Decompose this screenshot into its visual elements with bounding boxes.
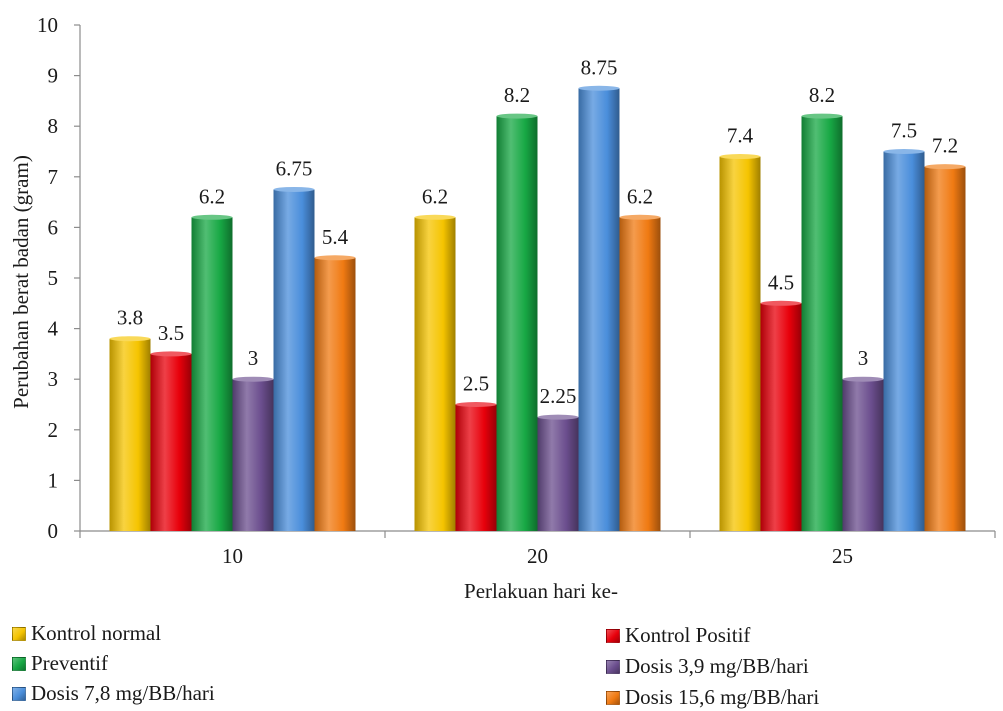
legend-item-kontrol-normal: Kontrol normal xyxy=(12,621,161,646)
y-tick-label: 7 xyxy=(48,165,59,189)
legend-item-preventif: Preventif xyxy=(12,651,108,676)
data-label: 7.4 xyxy=(727,124,754,148)
bar xyxy=(232,379,274,531)
legend-label: Kontrol Positif xyxy=(625,623,751,647)
bar xyxy=(719,156,761,531)
bar xyxy=(883,151,925,531)
bar xyxy=(109,338,151,531)
data-label: 8.2 xyxy=(809,83,835,107)
legend-item-dosis-7-8: Dosis 7,8 mg/BB/hari xyxy=(12,681,215,706)
bar xyxy=(191,217,233,531)
bar-cap xyxy=(842,376,884,382)
y-tick-label: 2 xyxy=(48,418,59,442)
bar-cap xyxy=(719,154,761,160)
bar-cap xyxy=(191,214,233,220)
bar-cap xyxy=(801,113,843,119)
y-tick-label: 1 xyxy=(48,468,59,492)
bar-cap xyxy=(109,336,151,342)
legend-label: Dosis 3,9 mg/BB/hari xyxy=(625,654,809,678)
bar-cap xyxy=(578,85,620,91)
legend-swatch-kontrol-positif xyxy=(606,628,620,643)
data-label: 3.5 xyxy=(158,321,184,345)
bar xyxy=(578,88,620,531)
bar xyxy=(455,404,497,531)
legend-swatch-dosis-3-9 xyxy=(606,659,620,674)
bar xyxy=(801,116,843,531)
legend-label: Preventif xyxy=(31,651,108,675)
bar-cap xyxy=(150,351,192,357)
y-tick-label: 8 xyxy=(48,114,59,138)
bar xyxy=(314,257,356,531)
data-label: 2.5 xyxy=(463,372,489,396)
legend-item-dosis-3-9: Dosis 3,9 mg/BB/hari xyxy=(606,654,809,679)
data-label: 7.2 xyxy=(932,134,958,158)
bar-cap xyxy=(314,255,356,261)
data-label: 6.2 xyxy=(422,184,448,208)
bar xyxy=(496,116,538,531)
y-tick-label: 10 xyxy=(37,13,58,37)
legend-label: Kontrol normal xyxy=(31,621,162,645)
x-tick-label: 25 xyxy=(832,544,853,568)
bar xyxy=(842,379,884,531)
bar xyxy=(273,189,315,531)
bar-cap xyxy=(232,376,274,382)
bar-cap xyxy=(273,186,315,192)
y-tick-label: 5 xyxy=(48,266,59,290)
bar xyxy=(150,353,192,531)
bar-cap xyxy=(496,113,538,119)
legend-item-dosis-15-6: Dosis 15,6 mg/BB/hari xyxy=(606,685,819,710)
y-axis-label: Perubahan berat badan (gram) xyxy=(9,155,33,409)
bar-cap xyxy=(455,402,497,407)
legend-swatch-dosis-7-8 xyxy=(12,686,26,701)
data-label: 6.75 xyxy=(276,156,313,180)
data-label: 6.2 xyxy=(199,184,225,208)
bar-cap xyxy=(414,214,456,220)
bar xyxy=(619,217,661,531)
bar-cap xyxy=(924,164,966,170)
data-label: 2.25 xyxy=(540,384,577,408)
bar-chart: 0 1 2 3 4 5 6 7 8 9 10 10 20 25 3.8 3.5 6.2 3 6.75 5.4 6.2… xyxy=(9,13,996,603)
data-label: 3 xyxy=(248,346,259,370)
x-tick-label: 20 xyxy=(527,544,548,568)
data-label: 6.2 xyxy=(627,184,653,208)
y-tick-label: 9 xyxy=(48,64,59,88)
legend-label: Dosis 15,6 mg/BB/hari xyxy=(625,685,820,709)
x-axis: 10 20 25 xyxy=(79,530,996,568)
bar xyxy=(924,166,966,531)
data-label: 8.2 xyxy=(504,83,530,107)
y-tick-label: 0 xyxy=(48,519,59,543)
y-tick-label: 4 xyxy=(48,317,59,341)
data-label: 4.5 xyxy=(768,270,794,294)
y-tick-label: 6 xyxy=(48,215,59,239)
data-label: 3 xyxy=(858,346,869,370)
bar xyxy=(414,217,456,531)
y-tick-label: 3 xyxy=(48,367,59,391)
data-label: 3.8 xyxy=(117,306,143,330)
bars-group xyxy=(109,85,966,531)
legend-item-kontrol-positif: Kontrol Positif xyxy=(606,623,750,648)
bar-cap xyxy=(883,149,925,154)
bar xyxy=(760,303,802,531)
legend-swatch-kontrol-normal xyxy=(12,626,26,641)
x-axis-label: Perlakuan hari ke- xyxy=(464,579,618,603)
legend-swatch-preventif xyxy=(12,656,26,671)
y-axis: 0 1 2 3 4 5 6 7 8 9 10 xyxy=(37,13,81,543)
data-label: 7.5 xyxy=(891,119,917,143)
bar-cap xyxy=(537,414,579,420)
bar xyxy=(537,417,579,531)
data-label: 5.4 xyxy=(322,225,349,249)
data-labels-group: 3.8 3.5 6.2 3 6.75 5.4 6.2 2.5 8.2 2.25 8.75 6.2 7.4… xyxy=(117,55,958,408)
legend-swatch-dosis-15-6 xyxy=(606,690,620,705)
data-label: 8.75 xyxy=(581,55,618,79)
x-tick-label: 10 xyxy=(222,544,243,568)
legend-label: Dosis 7,8 mg/BB/hari xyxy=(31,681,215,705)
bar-cap xyxy=(760,300,802,306)
bar-cap xyxy=(619,214,661,220)
